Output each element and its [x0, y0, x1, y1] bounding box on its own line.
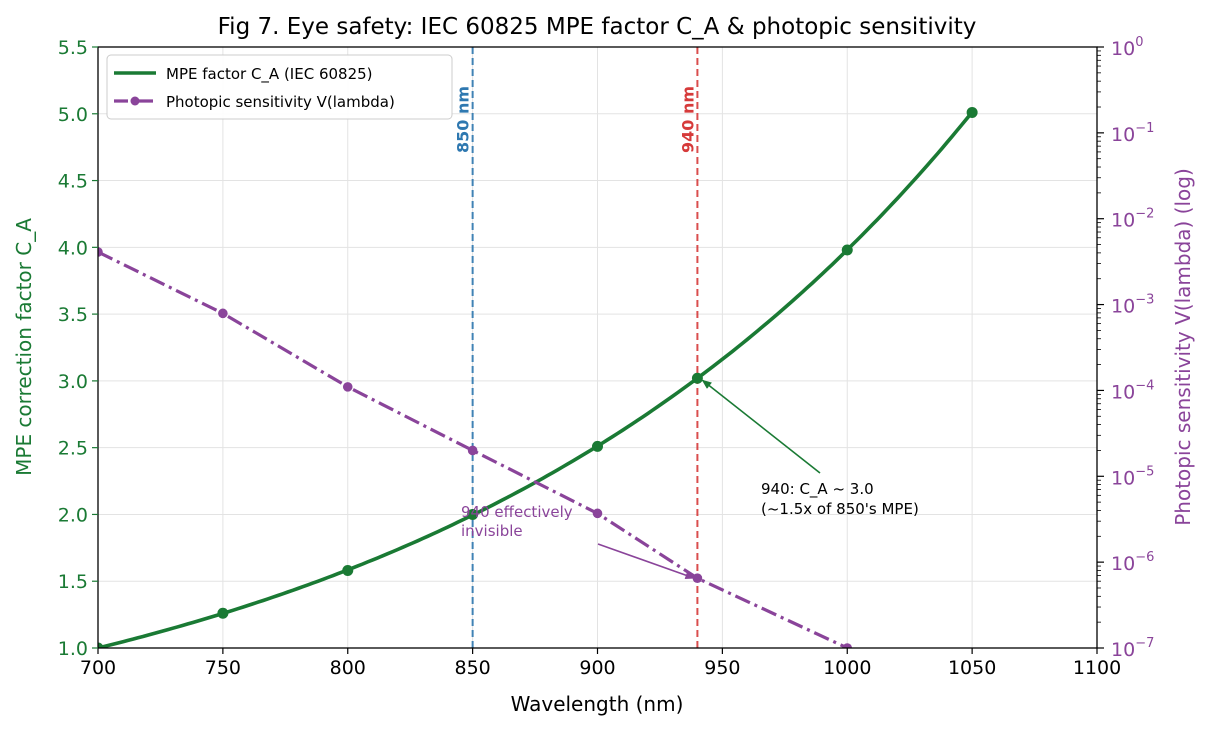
data-point	[841, 244, 853, 256]
data-point	[842, 643, 853, 648]
reference-lines: 850 nm 940 nm	[454, 47, 699, 648]
y-left-tick-label: 2.0	[58, 504, 88, 526]
tick-exponent: −6	[1135, 550, 1154, 565]
y-right-tick-label: 10−1	[1111, 121, 1154, 146]
y-left-tick-label: 1.5	[58, 571, 88, 593]
y-left-tick-label: 4.5	[58, 171, 88, 193]
tick-base: 10	[1111, 38, 1135, 60]
annotation-arrow-invisible	[597, 543, 696, 579]
chart-title: Fig 7. Eye safety: IEC 60825 MPE factor …	[218, 14, 977, 40]
tick-exponent: −7	[1135, 636, 1154, 651]
y-axis-label-right: Photopic sensitivity V(lambda) (log)	[1171, 168, 1195, 526]
y-right-tick-label: 10−3	[1111, 293, 1154, 318]
y-right-tick-label: 10−5	[1111, 464, 1154, 489]
y-left-tick-label: 4.0	[58, 237, 88, 259]
y-right-tick-label: 10−6	[1111, 550, 1154, 575]
annotation-ca: 940: C_A ~ 3.0 (~1.5x of 850's MPE)	[761, 480, 919, 518]
tick-base: 10	[1111, 124, 1135, 146]
legend: MPE factor C_A (IEC 60825) Photopic sensi…	[106, 54, 453, 120]
y-left-tick-label: 1.0	[58, 638, 88, 660]
legend-marker	[130, 96, 140, 106]
data-point	[217, 607, 229, 619]
data-point	[98, 642, 104, 648]
tick-base: 10	[1111, 639, 1135, 661]
x-axis-label: Wavelength (nm)	[511, 692, 684, 716]
data-point	[691, 372, 703, 384]
x-tick-label: 800	[330, 657, 366, 679]
x-tick-label: 700	[80, 657, 116, 679]
data-point	[966, 106, 978, 118]
tick-base: 10	[1111, 210, 1135, 232]
tick-base: 10	[1111, 296, 1135, 318]
y-right-tick-label: 10−4	[1111, 378, 1154, 403]
axes: 700 750 800 850 900 950 1000 1050 1100 1.0 1.5 2.0 2…	[58, 35, 1155, 679]
data-point	[467, 508, 479, 520]
annotations: 940: C_A ~ 3.0 (~1.5x of 850's MPE) 940 ef…	[461, 379, 919, 579]
tick-exponent: −4	[1135, 378, 1154, 393]
y-right-tick-label: 100	[1111, 35, 1143, 60]
y-left-tick-label: 3.0	[58, 371, 88, 393]
y-axis-label-left: MPE correction factor C_A	[12, 218, 36, 476]
tick-exponent: −1	[1135, 121, 1154, 136]
x-tick-label: 850	[454, 657, 490, 679]
x-tick-label: 1050	[948, 657, 996, 679]
data-point	[218, 308, 228, 319]
annotation-line: (~1.5x of 850's MPE)	[761, 500, 919, 518]
annotation-line: invisible	[461, 522, 523, 540]
tick-base: 10	[1111, 467, 1135, 489]
data-point	[592, 440, 603, 452]
annotation-line: 940 effectively	[461, 503, 573, 521]
legend-label: MPE factor C_A (IEC 60825)	[166, 65, 373, 84]
vline-label-940: 940 nm	[678, 86, 697, 153]
tick-exponent: 0	[1135, 35, 1143, 50]
tick-base: 10	[1111, 381, 1135, 403]
x-tick-label: 1000	[823, 657, 871, 679]
y-right-tick-label: 10−2	[1111, 207, 1154, 232]
x-tick-label: 950	[704, 657, 740, 679]
y-left-tick-label: 2.5	[58, 438, 88, 460]
legend-label: Photopic sensitivity V(lambda)	[166, 93, 395, 111]
y-left-tick-label: 3.5	[58, 304, 88, 326]
x-tick-label: 900	[579, 657, 615, 679]
data-point	[342, 565, 354, 577]
legend-box	[106, 54, 453, 120]
x-tick-label: 750	[205, 657, 241, 679]
tick-exponent: −2	[1135, 207, 1154, 222]
legend-item: MPE factor C_A (IEC 60825)	[114, 65, 373, 84]
data-point	[592, 508, 603, 519]
annotation-invisible: 940 effectively invisible	[461, 503, 573, 540]
annotation-line: 940: C_A ~ 3.0	[761, 480, 874, 499]
y-left-tick-label: 5.5	[58, 37, 88, 59]
y-right-tick-label: 10−7	[1111, 636, 1154, 661]
annotation-arrow-ca	[701, 379, 821, 474]
data-point	[467, 445, 478, 456]
vline-label-850: 850 nm	[454, 86, 473, 153]
data-point	[342, 382, 353, 392]
tick-exponent: −3	[1135, 293, 1154, 308]
x-tick-label: 1100	[1073, 657, 1121, 679]
legend-item: Photopic sensitivity V(lambda)	[114, 93, 395, 111]
data-point	[98, 247, 103, 257]
tick-base: 10	[1111, 553, 1135, 575]
tick-exponent: −5	[1135, 464, 1154, 479]
y-left-tick-label: 5.0	[58, 104, 88, 126]
